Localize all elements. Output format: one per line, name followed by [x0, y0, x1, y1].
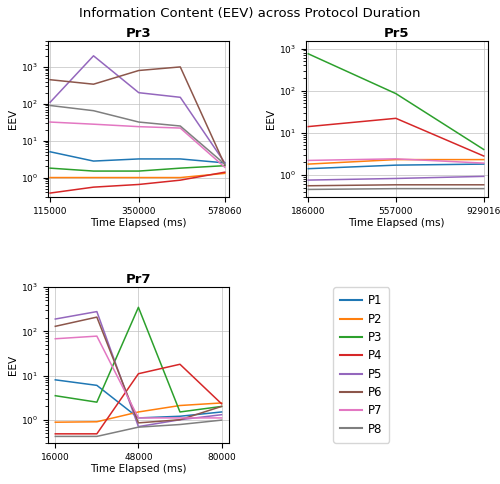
X-axis label: Time Elapsed (ms): Time Elapsed (ms)	[348, 218, 445, 228]
Legend: P1, P2, P3, P4, P5, P6, P7, P8: P1, P2, P3, P4, P5, P6, P7, P8	[334, 287, 389, 443]
Y-axis label: EEV: EEV	[266, 109, 276, 129]
X-axis label: Time Elapsed (ms): Time Elapsed (ms)	[90, 218, 186, 228]
X-axis label: Time Elapsed (ms): Time Elapsed (ms)	[90, 464, 186, 474]
Y-axis label: EEV: EEV	[8, 355, 18, 375]
Title: Pr5: Pr5	[384, 27, 409, 40]
Title: Pr7: Pr7	[126, 273, 151, 286]
Y-axis label: EEV: EEV	[8, 109, 18, 129]
Text: Information Content (EEV) across Protocol Duration: Information Content (EEV) across Protoco…	[79, 7, 421, 20]
Title: Pr3: Pr3	[126, 27, 151, 40]
